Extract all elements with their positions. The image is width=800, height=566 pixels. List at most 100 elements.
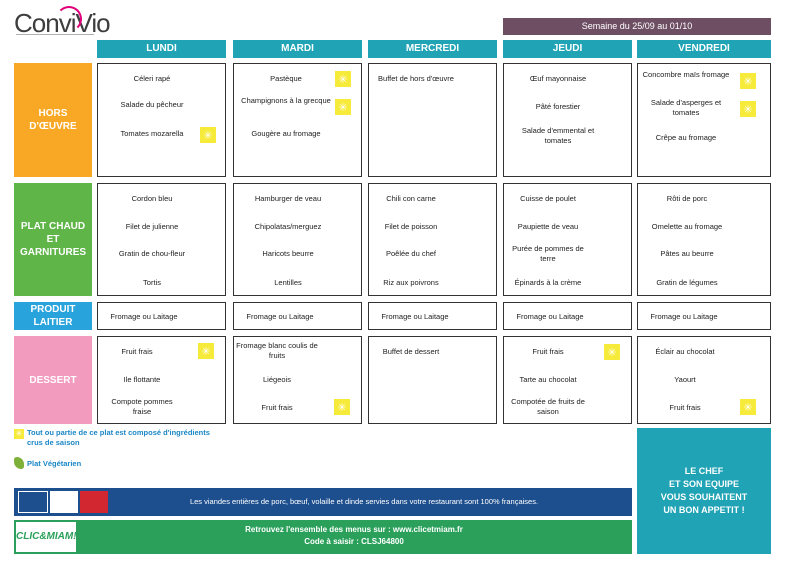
menu-item: Salade du pêcheur — [120, 100, 184, 109]
menu-item: Compote pommes fraise — [111, 397, 173, 417]
legend-seasonal-text: Tout ou partie de ce plat est composé d'… — [27, 428, 210, 448]
menu-item: Fruit frais — [532, 347, 564, 356]
menu-item: Rôti de porc — [666, 194, 708, 203]
menu-item: Gratin de chou-fleur — [118, 249, 186, 258]
plat-chaud-cell-mardi: Hamburger de veau Chipolatas/merguez Har… — [233, 183, 362, 296]
menu-item: Compotée de fruits de saison — [511, 397, 585, 417]
seasonal-sun-icon: ✳ — [740, 73, 756, 89]
clic-et-miam-text: Retrouvez l'ensemble des menus sur : www… — [84, 524, 624, 548]
chef-message-box: LE CHEF ET SON EQUIPE VOUS SOUHAITENT UN… — [637, 428, 771, 554]
menu-item: Éclair au chocolat — [655, 347, 715, 356]
clic-et-miam-banner: CLIC&MIAM! Retrouvez l'ensemble des menu… — [14, 520, 632, 554]
menu-item: Buffet de dessert — [382, 347, 440, 356]
menu-item: Céleri rapé — [133, 74, 171, 83]
produit-laitier-cell-mardi: Fromage ou Laitage — [233, 302, 362, 330]
plat-chaud-cell-jeudi: Cuisse de poulet Paupiette de veau Purée… — [503, 183, 632, 296]
plat-chaud-cell-lundi: Cordon bleu Filet de julienne Gratin de … — [97, 183, 226, 296]
menu-item: Poêlée du chef — [385, 249, 437, 258]
menu-item: Pâtes au beurre — [660, 249, 714, 258]
day-header-mercredi: MERCREDI — [368, 40, 497, 58]
day-header-lundi: LUNDI — [97, 40, 226, 58]
menu-item: Fromage blanc coulis de fruits — [236, 341, 318, 361]
menu-item: Fromage ou Laitage — [246, 312, 314, 321]
menu-item: Hamburger de veau — [254, 194, 322, 203]
clic-et-miam-url[interactable]: Retrouvez l'ensemble des menus sur : www… — [245, 525, 463, 534]
menu-item: Fromage ou Laitage — [381, 312, 449, 321]
menu-item: Ile flottante — [123, 375, 161, 384]
dessert-cell-lundi: Fruit frais ✳ Ile flottante Compote pomm… — [97, 336, 226, 424]
menu-item: Omelette au fromage — [651, 222, 723, 231]
dessert-cell-jeudi: Fruit frais ✳ Tarte au chocolat Compotée… — [503, 336, 632, 424]
produit-laitier-cell-jeudi: Fromage ou Laitage — [503, 302, 632, 330]
menu-item: Tomates mozarella — [120, 129, 184, 138]
menu-item: Chili con carne — [386, 194, 436, 203]
menu-item: Lentilles — [274, 278, 302, 287]
logo-arc-icon — [56, 6, 82, 32]
menu-item: Œuf mayonnaise — [529, 74, 587, 83]
plat-chaud-cell-mercredi: Chili con carne Filet de poisson Poêlée … — [368, 183, 497, 296]
week-range-banner: Semaine du 25/09 au 01/10 — [503, 18, 771, 35]
hors-oeuvre-cell-mercredi: Buffet de hors d'œuvre — [368, 63, 497, 177]
hors-oeuvre-cell-vendredi: Concombre maïs fromage ✳ Salade d'asperg… — [637, 63, 771, 177]
meat-origin-text: Les viandes entières de porc, bœuf, vola… — [189, 497, 539, 506]
menu-item: Haricots beurre — [262, 249, 314, 258]
dessert-cell-vendredi: Éclair au chocolat Yaourt Fruit frais ✳ — [637, 336, 771, 424]
hors-oeuvre-cell-mardi: Pastèque ✳ Champignons à la grecque ✳ Go… — [233, 63, 362, 177]
menu-item: Buffet de hors d'œuvre — [378, 74, 454, 83]
produit-laitier-cell-vendredi: Fromage ou Laitage — [637, 302, 771, 330]
clic-et-miam-logo: CLIC&MIAM! — [16, 522, 77, 552]
menu-item: Champignons à la grecque — [241, 96, 331, 105]
dessert-cell-mardi: Fromage blanc coulis de fruits Liégeois … — [233, 336, 362, 424]
menu-item: Cuisse de poulet — [520, 194, 576, 203]
menu-item: Riz aux poivrons — [383, 278, 439, 287]
menu-item: Cordon bleu — [131, 194, 173, 203]
menu-item: Chipolatas/merguez — [254, 222, 322, 231]
seasonal-sun-icon: ✳ — [334, 399, 350, 415]
menu-item: Fromage ou Laitage — [516, 312, 584, 321]
logo-underline — [16, 34, 94, 38]
meat-origin-banner: Les viandes entières de porc, bœuf, vola… — [14, 488, 632, 516]
day-header-jeudi: JEUDI — [503, 40, 632, 58]
produit-laitier-cell-lundi: Fromage ou Laitage — [97, 302, 226, 330]
menu-item: Filet de poisson — [384, 222, 438, 231]
menu-item: Fromage ou Laitage — [650, 312, 718, 321]
plat-chaud-cell-vendredi: Rôti de porc Omelette au fromage Pâtes a… — [637, 183, 771, 296]
produit-laitier-cell-mercredi: Fromage ou Laitage — [368, 302, 497, 330]
chef-message: LE CHEF ET SON EQUIPE VOUS SOUHAITENT UN… — [660, 465, 748, 516]
menu-item: Fromage ou Laitage — [110, 312, 178, 321]
menu-item: Fruit frais — [669, 403, 701, 412]
section-label-hors-oeuvre: HORS D'ŒUVRE — [14, 63, 92, 177]
hors-oeuvre-cell-lundi: Céleri rapé Salade du pêcheur Tomates mo… — [97, 63, 226, 177]
day-header-vendredi: VENDREDI — [637, 40, 771, 58]
menu-item: Gougère au fromage — [251, 129, 321, 138]
section-label-produit-laitier: PRODUIT LAITIER — [14, 302, 92, 330]
menu-item: Filet de julienne — [125, 222, 179, 231]
menu-item: Paupiette de veau — [517, 222, 579, 231]
menu-item: Liégeois — [263, 375, 291, 384]
clic-et-miam-code: Code à saisir : CLSJ64800 — [304, 537, 404, 546]
menu-item: Crêpe au fromage — [655, 133, 717, 142]
seasonal-sun-icon: ✳ — [198, 343, 214, 359]
seasonal-sun-icon: ✳ — [200, 127, 216, 143]
menu-item: Salade d'asperges et tomates — [650, 98, 722, 118]
day-header-mardi: MARDI — [233, 40, 362, 58]
menu-item: Épinards à la crème — [514, 278, 582, 287]
legend-sun-icon: ✳ — [14, 429, 24, 439]
menu-item: Tortis — [143, 278, 161, 287]
vegetarian-leaf-icon — [14, 457, 24, 469]
french-flag-icon — [18, 491, 108, 513]
seasonal-sun-icon: ✳ — [740, 399, 756, 415]
seasonal-sun-icon: ✳ — [335, 71, 351, 87]
menu-item: Concombre maïs fromage — [642, 70, 730, 79]
menu-item: Yaourt — [674, 375, 696, 384]
menu-item: Salade d'emmental et tomates — [521, 126, 595, 146]
seasonal-sun-icon: ✳ — [604, 344, 620, 360]
legend-vegetarian-text: Plat Végétarien — [27, 459, 82, 468]
section-label-plat-chaud: PLAT CHAUD ET GARNITURES — [14, 183, 92, 296]
section-label-dessert: DESSERT — [14, 336, 92, 424]
seasonal-sun-icon: ✳ — [335, 99, 351, 115]
dessert-cell-mercredi: Buffet de dessert — [368, 336, 497, 424]
hors-oeuvre-cell-jeudi: Œuf mayonnaise Pâté forestier Salade d'e… — [503, 63, 632, 177]
menu-item: Fruit frais — [261, 403, 293, 412]
menu-item: Purée de pommes de terre — [512, 244, 584, 264]
